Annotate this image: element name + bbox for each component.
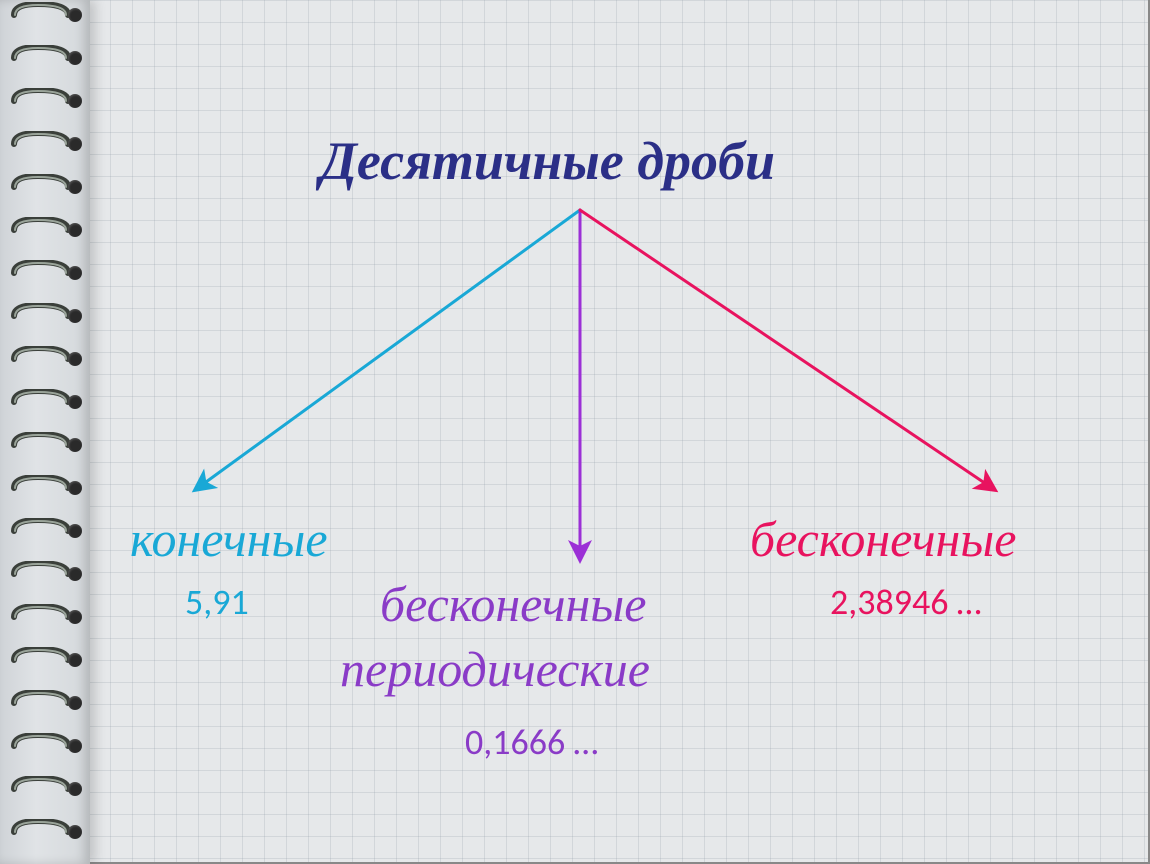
branch-label-finite: конечные xyxy=(130,510,328,568)
branch-example-periodic: 0,1666 … xyxy=(465,720,598,764)
slide-page: Десятичные дроби конечные 5,91 бесконечн… xyxy=(0,0,1150,864)
diagram-content: Десятичные дроби конечные 5,91 бесконечн… xyxy=(90,0,1150,864)
branch-label-infinite: бесконечные xyxy=(750,510,1016,568)
branch-label-periodic-line1: бесконечные xyxy=(380,575,646,633)
branch-example-infinite: 2,38946 … xyxy=(830,580,981,624)
branch-label-periodic-line2: периодические xyxy=(340,640,650,698)
branch-example-finite: 5,91 xyxy=(185,580,249,624)
diagram-title: Десятичные дроби xyxy=(320,130,775,192)
spiral-binding xyxy=(0,0,90,864)
